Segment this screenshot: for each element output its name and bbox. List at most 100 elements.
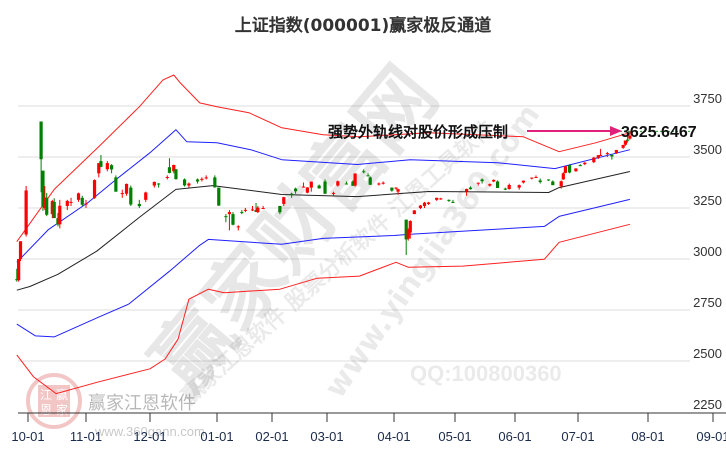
watermarks: 赢家财富网 赢家江恩软件 股票分析软件 江恩工具软件 www.yingjia36…: [26, 51, 562, 439]
y-tick-label: 3500: [693, 142, 722, 157]
candle-body: [323, 181, 327, 194]
band-middle: [16, 171, 631, 291]
svg-text:赢: 赢: [56, 387, 68, 402]
candle: [538, 178, 542, 184]
candle-body: [290, 193, 294, 195]
candle: [50, 199, 54, 219]
candle-body: [243, 209, 247, 211]
candle: [568, 164, 572, 174]
candle: [182, 178, 187, 187]
candle-body: [224, 216, 228, 218]
candle-body: [137, 203, 141, 207]
candle-body: [583, 162, 587, 165]
candle-body: [534, 176, 538, 178]
candle-body: [92, 180, 97, 198]
candle-body: [301, 186, 306, 188]
candle-body: [250, 209, 255, 211]
candle-body: [114, 177, 118, 192]
candle-body: [614, 150, 618, 153]
candle: [598, 148, 603, 156]
candle: [261, 205, 265, 210]
candle: [278, 205, 282, 215]
candle-body: [15, 279, 19, 281]
candle: [521, 180, 525, 184]
candle: [174, 169, 178, 180]
candle: [227, 210, 232, 231]
candle: [492, 179, 496, 183]
candle-body: [578, 165, 582, 167]
candle-body: [58, 205, 62, 225]
annotation: 强势外轨线对股价形成压制 3625.6467: [328, 123, 697, 141]
candle: [144, 191, 148, 202]
candle: [15, 268, 19, 282]
candle: [187, 182, 191, 188]
candle: [282, 196, 286, 206]
candle: [217, 187, 221, 206]
candle-body: [362, 171, 366, 173]
candle-body: [351, 181, 355, 186]
candle-body: [495, 181, 500, 189]
candle: [390, 187, 394, 192]
candle: [165, 175, 169, 180]
candle: [17, 259, 21, 282]
candle: [213, 175, 217, 188]
candle-body: [592, 157, 596, 163]
candle-body: [174, 169, 178, 180]
x-tick-label: 01-01: [200, 429, 233, 444]
candle: [551, 180, 555, 186]
candle: [465, 188, 469, 196]
candle: [254, 202, 258, 213]
candle-body: [353, 173, 357, 186]
candle-body: [551, 181, 555, 186]
candle-body: [213, 177, 217, 188]
candle: [243, 208, 247, 213]
gridlines: [18, 105, 690, 362]
candle: [293, 187, 298, 194]
candle: [65, 199, 69, 211]
candle: [476, 182, 480, 186]
y-tick-label: 2750: [693, 295, 722, 310]
candle: [451, 199, 455, 203]
candle-body: [568, 165, 572, 173]
candle-body: [254, 210, 258, 212]
candle-body: [396, 189, 400, 192]
candle: [305, 187, 309, 194]
candle: [362, 169, 366, 174]
candle: [480, 178, 484, 184]
candle: [408, 220, 412, 239]
candle-body: [17, 259, 21, 281]
x-tick-label: 06-01: [498, 429, 531, 444]
candle: [574, 168, 578, 172]
candle: [534, 175, 538, 178]
candle-body: [293, 188, 298, 192]
candle: [578, 164, 582, 167]
candle-body: [465, 189, 469, 192]
candle: [301, 182, 306, 188]
candle: [129, 185, 133, 206]
candle-body: [43, 197, 47, 208]
band-outer-upper: [16, 74, 631, 242]
candle: [404, 219, 408, 255]
candle-body: [404, 219, 408, 240]
y-tick-label: 2250: [693, 397, 722, 412]
candle-body: [563, 166, 567, 173]
y-tick-label: 2500: [693, 346, 722, 361]
annotation-text: 强势外轨线对股价形成压制: [328, 123, 508, 141]
candle: [507, 183, 511, 190]
candle: [412, 210, 416, 215]
candle: [623, 140, 628, 146]
candle: [488, 183, 492, 187]
candle-body: [120, 193, 124, 195]
candle: [621, 144, 625, 149]
candle-body: [56, 218, 60, 225]
candle: [439, 197, 443, 200]
candle: [200, 177, 204, 182]
candle: [309, 181, 313, 192]
candle-body: [435, 197, 439, 200]
candle: [563, 166, 567, 174]
candle-body: [336, 181, 340, 186]
candle-body: [426, 202, 431, 204]
candle: [317, 184, 321, 189]
x-tick-label: 11-01: [70, 429, 102, 444]
candle: [351, 180, 355, 186]
